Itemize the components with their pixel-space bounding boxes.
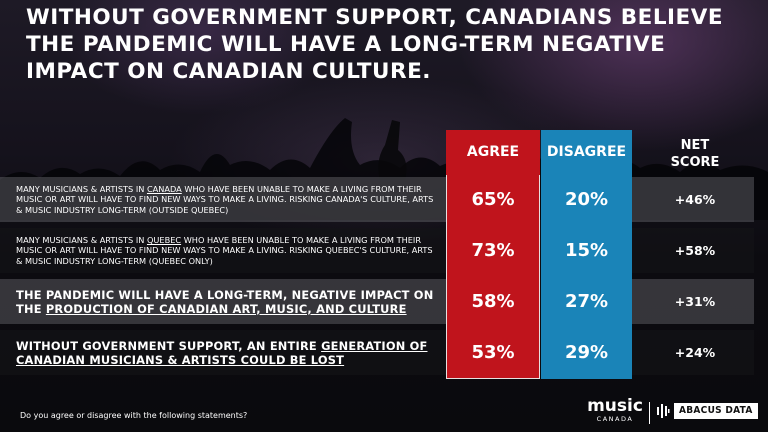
table-row: MANY MUSICIANS & ARTISTS IN CANADA WHO H… (0, 177, 768, 222)
column-header-net-score: NET SCORE (650, 130, 740, 175)
row-net-background (632, 177, 754, 222)
agree-value: 73% (471, 240, 515, 261)
net-score-value: +24% (674, 345, 716, 360)
column-header-disagree: DISAGREE (541, 130, 632, 175)
statement-underlined: CANADA (146, 183, 182, 194)
music-canada-logo: music CANADA (587, 398, 643, 424)
net-score-value: +46% (674, 192, 716, 207)
table-row: THE PANDEMIC WILL HAVE A LONG-TERM, NEGA… (0, 279, 768, 324)
net-score-value: +31% (674, 294, 716, 309)
row-background (0, 228, 446, 273)
music-logo-text: music (587, 396, 643, 416)
agree-value: 58% (471, 291, 515, 312)
agree-value: 65% (471, 189, 515, 210)
disagree-value: 27% (564, 291, 609, 312)
statement-underlined: PRODUCTION OF CANADIAN ART, MUSIC, AND C… (45, 301, 407, 316)
agree-value: 53% (471, 342, 515, 363)
abacus-logo-text: ABACUS DATA (674, 403, 758, 419)
table-row: MANY MUSICIANS & ARTISTS IN QUEBEC WHO H… (0, 228, 768, 273)
abacus-data-logo: ABACUS DATA (656, 403, 758, 419)
net-score-value: +58% (674, 243, 716, 258)
row-net-background (632, 228, 754, 273)
statement-underlined: GENERATION OF CANADIAN MUSICIANS & ARTIS… (16, 338, 428, 367)
net-header-line-2: SCORE (670, 155, 720, 170)
disagree-column-band (541, 175, 632, 379)
row-statement: THE PANDEMIC WILL HAVE A LONG-TERM, NEGA… (16, 287, 434, 316)
row-background (0, 177, 446, 222)
disagree-value: 20% (564, 189, 609, 210)
row-net-background (632, 279, 754, 324)
net-header-line-1: NET (680, 138, 710, 153)
abacus-mark-icon (657, 404, 670, 418)
row-net-background (632, 330, 754, 375)
row-statement: MANY MUSICIANS & ARTISTS IN CANADA WHO H… (16, 183, 434, 215)
logo-divider (649, 402, 650, 424)
row-background (0, 330, 446, 375)
footnote: Do you agree or disagree with the follow… (20, 411, 248, 420)
statement-underlined: QUEBEC (146, 234, 182, 245)
row-statement: WITHOUT GOVERNMENT SUPPORT, AN ENTIRE GE… (16, 338, 428, 367)
agree-column-band (446, 175, 540, 379)
row-background (0, 279, 446, 324)
row-statement: MANY MUSICIANS & ARTISTS IN QUEBEC WHO H… (16, 234, 433, 266)
column-header-agree: AGREE (446, 130, 540, 175)
music-logo-subtext: CANADA (596, 415, 634, 423)
chart-title: WITHOUT GOVERNMENT SUPPORT, CANADIANS BE… (26, 5, 724, 84)
table-row: WITHOUT GOVERNMENT SUPPORT, AN ENTIRE GE… (0, 330, 768, 375)
disagree-value: 29% (564, 342, 609, 363)
disagree-value: 15% (564, 240, 609, 261)
